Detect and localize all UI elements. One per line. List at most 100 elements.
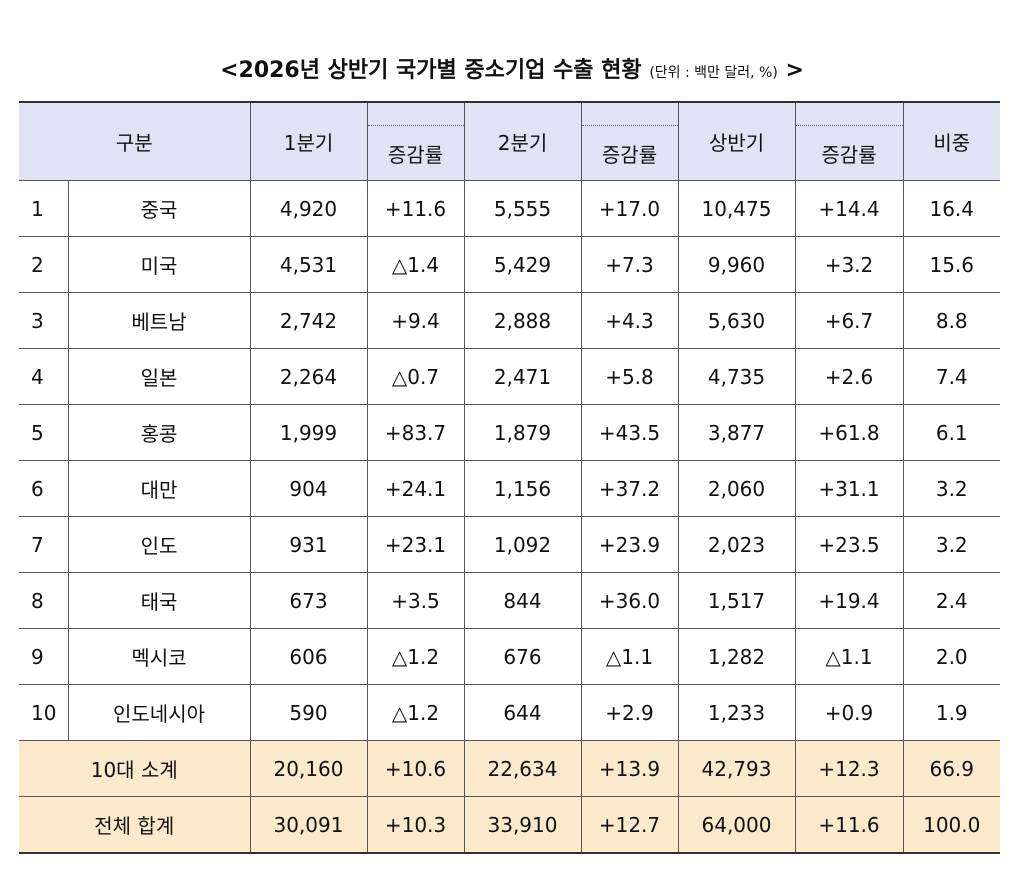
cell-rank: 3 (19, 292, 69, 349)
cell-h1-growth: +19.4 (794, 572, 904, 629)
table-row: 6 대만 904 +24.1 1,156 +37.2 2,060 +31.1 3.2 (19, 460, 1000, 517)
cell-country: 대만 (67, 460, 251, 517)
cell-share: 16.4 (902, 180, 1000, 237)
cell-rank: 5 (19, 404, 69, 461)
cell-share: 2.4 (902, 572, 1000, 629)
cell-country: 인도 (67, 516, 251, 573)
cell-share: 3.2 (902, 516, 1000, 573)
cell-share: 8.8 (902, 292, 1000, 349)
total-q1-growth: +10.3 (366, 796, 465, 854)
cell-h1: 1,282 (677, 628, 796, 685)
table-row: 7 인도 931 +23.1 1,092 +23.9 2,023 +23.5 3.2 (19, 516, 1000, 573)
cell-h1: 9,960 (677, 236, 796, 293)
cell-h1-growth: +61.8 (794, 404, 904, 461)
cell-q2-growth: +2.9 (580, 684, 679, 741)
cell-q2: 1,156 (463, 460, 582, 517)
cell-q1: 673 (249, 572, 368, 629)
total-q2-growth: +12.7 (580, 796, 679, 854)
cell-h1-growth: +31.1 (794, 460, 904, 517)
cell-country: 홍콩 (67, 404, 251, 461)
cell-rank: 9 (19, 628, 69, 685)
cell-country: 태국 (67, 572, 251, 629)
table-row: 1 중국 4,920 +11.6 5,555 +17.0 10,475 +14.4 16.4 (19, 180, 1000, 237)
cell-h1: 1,517 (677, 572, 796, 629)
cell-q2-growth: +37.2 (580, 460, 679, 517)
subtotal-q1-growth: +10.6 (366, 740, 465, 797)
table-row: 8 태국 673 +3.5 844 +36.0 1,517 +19.4 2.4 (19, 572, 1000, 629)
subtotal-h1-growth: +12.3 (794, 740, 904, 797)
cell-h1-growth: △1.1 (794, 628, 904, 685)
table-row: 2 미국 4,531 △1.4 5,429 +7.3 9,960 +3.2 15.6 (19, 236, 1000, 293)
table-row: 5 홍콩 1,999 +83.7 1,879 +43.5 3,877 +61.8 6.1 (19, 404, 1000, 461)
cell-country: 멕시코 (67, 628, 251, 685)
cell-q2: 2,888 (463, 292, 582, 349)
cell-q1: 4,531 (249, 236, 368, 293)
cell-country: 일본 (67, 348, 251, 405)
table-row: 9 멕시코 606 △1.2 676 △1.1 1,282 △1.1 2.0 (19, 628, 1000, 685)
cell-q1: 4,920 (249, 180, 368, 237)
cell-share: 1.9 (902, 684, 1000, 741)
cell-q1: 1,999 (249, 404, 368, 461)
cell-q2: 5,555 (463, 180, 582, 237)
cell-q2: 644 (463, 684, 582, 741)
cell-q2-growth: +17.0 (580, 180, 679, 237)
subtotal-h1: 42,793 (677, 740, 796, 797)
cell-h1-growth: +6.7 (794, 292, 904, 349)
header-share: 비중 (902, 101, 1000, 181)
cell-q2: 1,092 (463, 516, 582, 573)
cell-q2-growth: +4.3 (580, 292, 679, 349)
subtotal-share: 66.9 (902, 740, 1000, 797)
cell-q1-growth: △0.7 (366, 348, 465, 405)
cell-q2-growth: +36.0 (580, 572, 679, 629)
cell-q2-growth: +23.9 (580, 516, 679, 573)
header-q1-growth: 증감률 (367, 125, 465, 181)
cell-h1-growth: +3.2 (794, 236, 904, 293)
unit-note: (단위 : 백만 달러, %) (649, 65, 778, 81)
cell-country: 중국 (67, 180, 251, 237)
cell-q1-growth: +9.4 (366, 292, 465, 349)
cell-q1: 2,264 (249, 348, 368, 405)
cell-share: 15.6 (902, 236, 1000, 293)
header-h1-growth: 증감률 (794, 125, 903, 181)
cell-q1-growth: +11.6 (366, 180, 465, 237)
cell-rank: 1 (19, 180, 69, 237)
total-h1-growth: +11.6 (794, 796, 904, 854)
cell-h1: 10,475 (677, 180, 796, 237)
total-q2: 33,910 (463, 796, 582, 854)
cell-q1-growth: +24.1 (366, 460, 465, 517)
cell-q2: 1,879 (463, 404, 582, 461)
cell-country: 인도네시아 (67, 684, 251, 741)
export-table: 구분 1분기 2분기 상반기 비중 증감률 증감률 증감률 1 중국 4,920 +1… (19, 101, 1000, 854)
cell-q2-growth: △1.1 (580, 628, 679, 685)
table-row: 4 일본 2,264 △0.7 2,471 +5.8 4,735 +2.6 7.4 (19, 348, 1000, 405)
header-category: 구분 (19, 101, 251, 181)
cell-h1-growth: +14.4 (794, 180, 904, 237)
cell-rank: 6 (19, 460, 69, 517)
cell-q1-growth: +83.7 (366, 404, 465, 461)
cell-q1: 606 (249, 628, 368, 685)
cell-q2: 844 (463, 572, 582, 629)
cell-q2-growth: +5.8 (580, 348, 679, 405)
cell-share: 2.0 (902, 628, 1000, 685)
cell-country: 베트남 (67, 292, 251, 349)
cell-rank: 2 (19, 236, 69, 293)
header-h1-growth-spacer (794, 101, 904, 126)
cell-q1: 931 (249, 516, 368, 573)
cell-q1-growth: △1.2 (366, 628, 465, 685)
cell-q2-growth: +7.3 (580, 236, 679, 293)
header-q1-growth-spacer (366, 101, 465, 126)
cell-q1-growth: +23.1 (366, 516, 465, 573)
cell-q2: 2,471 (463, 348, 582, 405)
cell-q1: 590 (249, 684, 368, 741)
cell-q2-growth: +43.5 (580, 404, 679, 461)
cell-h1: 1,233 (677, 684, 796, 741)
cell-q1-growth: +3.5 (366, 572, 465, 629)
cell-rank: 7 (19, 516, 69, 573)
cell-h1: 5,630 (677, 292, 796, 349)
total-label: 전체 합계 (19, 796, 251, 854)
cell-rank: 4 (19, 348, 69, 405)
cell-h1: 2,060 (677, 460, 796, 517)
cell-h1-growth: +23.5 (794, 516, 904, 573)
cell-h1: 3,877 (677, 404, 796, 461)
cell-h1: 4,735 (677, 348, 796, 405)
